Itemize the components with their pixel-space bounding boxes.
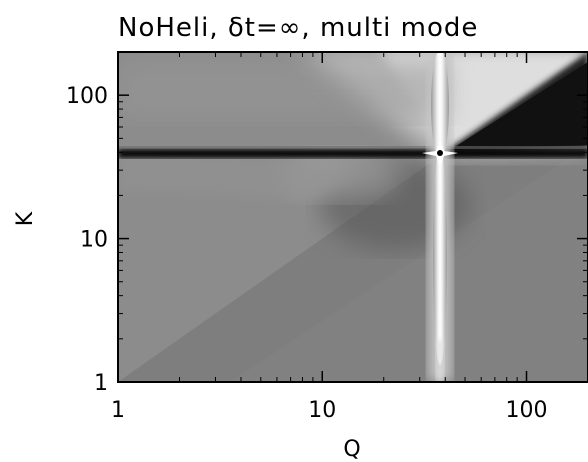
upper-left-band — [118, 60, 448, 120]
x-tick-label: 100 — [506, 398, 548, 423]
forcing-center — [437, 150, 443, 156]
plot-area — [118, 52, 588, 382]
horizontal-band-edge — [118, 146, 588, 149]
y-axis-label: K — [13, 211, 38, 226]
x-tick-label: 10 — [308, 398, 336, 423]
mid-light-tongue — [118, 150, 360, 200]
x-axis-label: Q — [343, 437, 360, 462]
lower-triangle-inner — [230, 145, 588, 382]
vertical-band-lower — [433, 145, 447, 365]
y-tick-label: 1 — [94, 371, 108, 396]
x-tick-label: 1 — [111, 398, 125, 423]
axes-layer: 1 10 100 1 10 100 — [66, 51, 588, 423]
chart-title: NoHeli, δt=∞, multi mode — [118, 13, 478, 43]
y-tick-label: 10 — [80, 228, 108, 253]
y-tick-label: 100 — [66, 84, 108, 109]
vertical-band-stem — [436, 340, 444, 382]
horizontal-band — [118, 149, 588, 158]
vertical-band-upper — [431, 52, 449, 160]
plot-frame — [117, 51, 588, 383]
dark-wedge-core — [450, 62, 588, 150]
